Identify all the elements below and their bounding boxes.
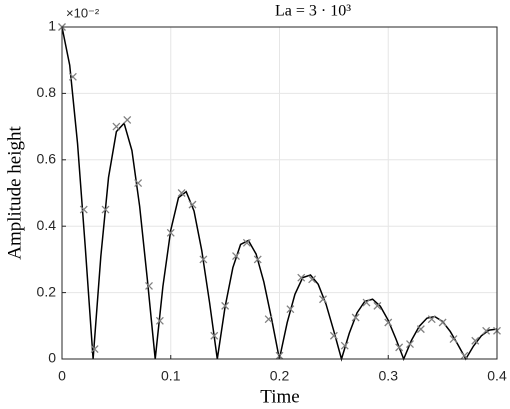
x-tick-label: 0.3	[379, 368, 399, 384]
y-tick-label: 0.8	[37, 84, 57, 100]
x-tick-label: 0.4	[487, 368, 507, 384]
marker	[351, 313, 360, 322]
marker	[145, 282, 153, 290]
x-tick-label: 0.2	[270, 368, 290, 384]
marker	[101, 205, 110, 214]
marker	[221, 301, 230, 310]
marker	[395, 343, 404, 352]
marker	[177, 189, 186, 197]
y-axis-label: Amplitude height	[4, 126, 25, 260]
marker	[199, 255, 208, 264]
marker	[286, 305, 295, 314]
y-tick-label: 0.2	[37, 283, 57, 299]
x-tick-label: 0	[58, 368, 66, 384]
marker	[373, 301, 382, 310]
marker	[134, 179, 143, 187]
marker	[210, 331, 219, 340]
chart-title: La = 3 · 10³	[275, 3, 351, 20]
marker	[427, 315, 436, 324]
marker	[384, 318, 393, 327]
marker	[449, 335, 458, 344]
marker	[482, 326, 491, 335]
marker	[406, 340, 414, 349]
marker	[242, 238, 251, 247]
marker	[166, 228, 175, 237]
marker	[90, 345, 99, 353]
marker	[68, 72, 77, 81]
marker	[340, 341, 349, 350]
y-tick-label: 1	[48, 18, 56, 34]
marker	[155, 316, 164, 325]
marker	[471, 336, 480, 345]
marker	[438, 318, 447, 327]
marker	[460, 351, 469, 360]
marker	[232, 252, 240, 261]
y-tick-label: 0.4	[37, 217, 57, 233]
y-tick-label: 0.6	[37, 151, 57, 167]
marker	[264, 315, 273, 324]
marker	[79, 205, 88, 214]
marker	[362, 298, 371, 307]
y-exponent-label: ×10⁻²	[66, 5, 100, 20]
marker	[188, 200, 197, 209]
marker	[416, 325, 425, 334]
marker	[297, 273, 306, 282]
x-axis-label: Time	[260, 386, 299, 407]
marker	[123, 116, 132, 124]
marker	[308, 275, 317, 284]
x-tick-label: 0.1	[161, 368, 181, 384]
marker	[329, 331, 338, 340]
marker	[112, 122, 121, 131]
y-tick-label: 0	[48, 350, 56, 366]
marker	[319, 295, 327, 304]
marker	[253, 255, 262, 264]
